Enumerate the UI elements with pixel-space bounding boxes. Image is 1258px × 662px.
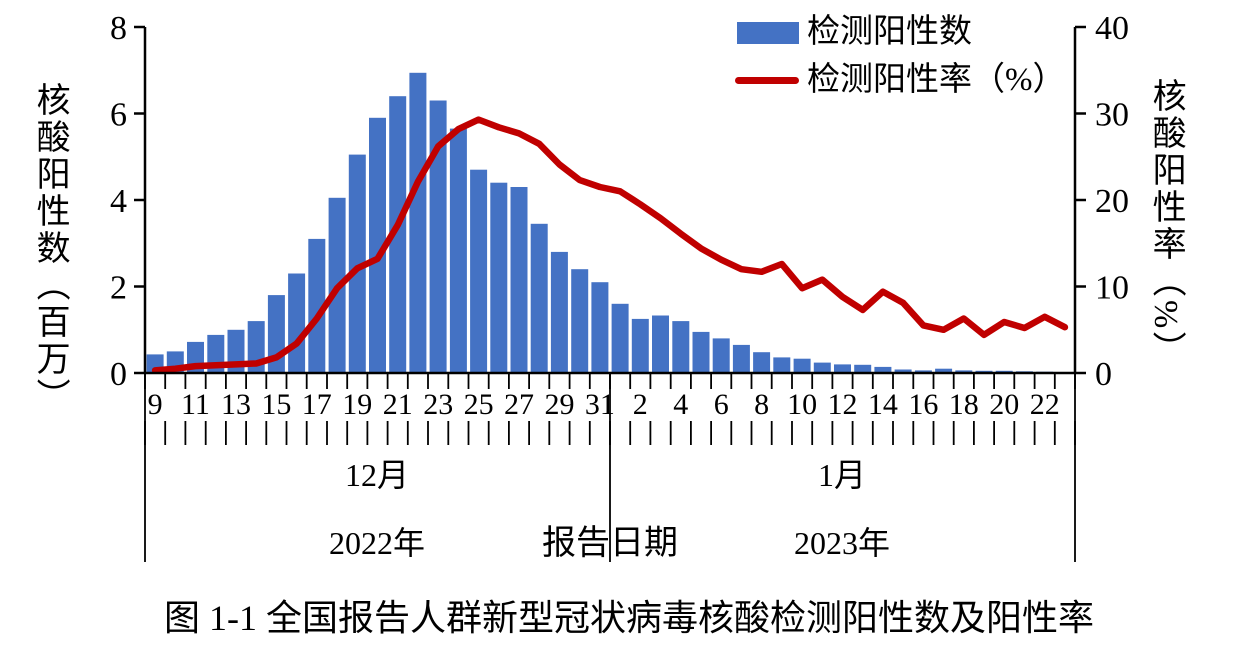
x-day-label: 18 (949, 388, 979, 421)
right-axis-tick-label: 10 (1095, 270, 1129, 307)
x-day-label: 6 (714, 388, 729, 421)
x-day-label: 16 (908, 388, 938, 421)
rate-line (151, 116, 1069, 374)
legend-line-swatch (735, 77, 799, 84)
x-day-label: 27 (504, 388, 534, 421)
bar-01-17 (935, 368, 953, 373)
x-day-label: 29 (545, 388, 575, 421)
x-day-label: 13 (221, 388, 251, 421)
bar-01-11 (813, 362, 831, 373)
right-axis-tick-label: 0 (1095, 356, 1112, 393)
x-day-label: 19 (342, 388, 372, 421)
left-axis-tick-label: 2 (110, 270, 127, 307)
left-axis-tick-label: 8 (110, 10, 127, 47)
bar-12-24 (449, 128, 467, 373)
bar-12-31 (591, 282, 609, 373)
bar-12-26 (490, 182, 508, 373)
bar-12-28 (530, 223, 548, 373)
year-label-2023: 2023年 (793, 525, 890, 561)
bar-01-06 (712, 338, 730, 373)
x-day-label: 20 (989, 388, 1019, 421)
bar-01-18 (955, 370, 973, 373)
bar-01-03 (652, 315, 669, 373)
left-axis-tick-label: 4 (110, 183, 127, 220)
x-day-label: 11 (181, 388, 210, 421)
x-day-label: 23 (423, 388, 453, 421)
bar-12-27 (510, 187, 528, 373)
legend-item-rate: 检测阳性率（%） (735, 64, 1066, 97)
bar-01-09 (773, 357, 791, 373)
x-day-label: 12 (828, 388, 858, 421)
bar-01-01 (611, 303, 629, 373)
x-day-label: 4 (673, 388, 688, 421)
bar-01-07 (732, 344, 750, 373)
bar-01-12 (834, 364, 851, 373)
bar-12-17 (308, 238, 326, 373)
right-axis-tick-label: 40 (1095, 10, 1129, 47)
legend-bar-label: 检测阳性数 (807, 14, 972, 50)
x-day-label: 31 (585, 388, 615, 421)
bar-12-20 (369, 117, 386, 373)
year-label-2022: 2022年 (328, 525, 425, 561)
legend-bar-swatch (737, 21, 799, 44)
right-axis-title: 核酸阳性率（%） (1147, 78, 1185, 369)
x-day-label: 25 (464, 388, 494, 421)
x-day-label: 17 (302, 388, 332, 421)
x-day-label: 10 (787, 388, 817, 421)
bar-01-16 (914, 370, 932, 373)
left-axis-tick-label: 0 (110, 356, 127, 393)
month-label-january: 1月 (817, 457, 866, 493)
bar-12-21 (389, 96, 407, 373)
month-label-december: 12月 (344, 457, 409, 493)
left-axis-title: 核酸阳性数（百万） (31, 82, 69, 415)
x-axis-title: 报告日期 (542, 525, 678, 562)
bar-12-25 (470, 169, 488, 373)
bar-12-29 (550, 251, 568, 373)
bar-01-04 (672, 321, 690, 373)
bar-12-16 (288, 273, 306, 373)
figure-caption: 图 1-1 全国报告人群新型冠状病毒核酸检测阳性数及阳性率 (164, 598, 1094, 638)
bar-12-19 (348, 154, 366, 373)
legend-rate-label: 检测阳性率（%） (807, 62, 1066, 98)
left-axis-tick-label: 6 (110, 97, 127, 134)
x-day-label: 15 (261, 388, 291, 421)
bar-01-10 (793, 358, 811, 373)
bar-12-30 (571, 269, 589, 373)
x-day-label: 14 (868, 388, 898, 421)
bar-01-08 (753, 352, 771, 373)
legend-item-bars: 检测阳性数 (737, 16, 972, 49)
x-day-label: 2 (633, 388, 648, 421)
right-axis-tick-label: 20 (1095, 183, 1129, 220)
bar-01-05 (692, 331, 710, 373)
bar-12-22 (409, 72, 427, 374)
x-day-label: 21 (383, 388, 413, 421)
bar-01-13 (854, 364, 872, 373)
x-day-label: 9 (148, 388, 163, 421)
bar-01-14 (874, 366, 892, 373)
bar-01-15 (894, 369, 912, 373)
bar-12-23 (429, 100, 447, 373)
x-day-label: 8 (754, 388, 769, 421)
right-axis-tick-label: 30 (1095, 97, 1129, 134)
x-day-label: 22 (1030, 388, 1060, 421)
bar-01-02 (631, 318, 649, 373)
